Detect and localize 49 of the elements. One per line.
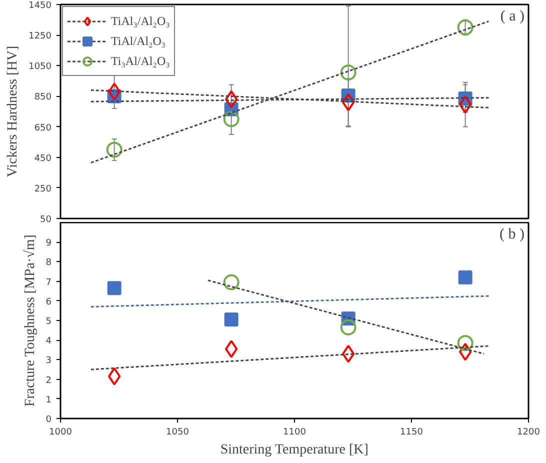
y-tick-label: 650 [34, 123, 52, 134]
x-tick-label: 1100 [283, 428, 306, 438]
point [108, 82, 121, 101]
annotation: ( b ) [500, 226, 525, 242]
point [457, 19, 474, 36]
x-tick-label: 1200 [517, 428, 540, 438]
point [223, 111, 240, 128]
y-tick-label: 2 [46, 376, 52, 386]
y-tick-label: 0 [46, 415, 52, 425]
point [108, 367, 121, 386]
point [340, 64, 356, 81]
point [224, 340, 238, 358]
point [224, 312, 238, 327]
y-tick-label: 850 [34, 92, 52, 103]
point [106, 142, 122, 158]
y-tick-label: 1450 [28, 1, 52, 11]
point [224, 90, 238, 108]
y-tick-label: 1050 [28, 62, 52, 72]
annotation: ( a ) [500, 8, 525, 24]
legend-label: TiAl₃/Al₂O₃ [111, 14, 170, 28]
legend-label: Ti₃Al/Al₂O₃ [111, 54, 170, 68]
legend-label: TiAl/Al₂O₃ [111, 34, 166, 48]
y-tick-label: 7 [46, 278, 52, 288]
point [223, 274, 240, 290]
point [458, 270, 472, 284]
y-axis-title: Vickers Hardness [HV] [6, 46, 21, 178]
y-tick-label: 1 [46, 395, 52, 406]
y-tick-label: 3 [46, 356, 52, 366]
y-tick-label: 450 [34, 154, 52, 164]
point [340, 319, 356, 336]
point [457, 335, 474, 352]
x-tick-label: 1000 [49, 428, 72, 438]
point [342, 93, 355, 112]
point [107, 281, 122, 296]
y-tick-label: 4 [46, 336, 52, 347]
y-tick-label: 50 [40, 215, 52, 225]
y-tick-label: 5 [46, 317, 52, 327]
point [458, 342, 472, 361]
y-tick-label: 6 [46, 297, 52, 308]
y-tick-label: 9 [46, 238, 52, 249]
y-tick-label: 1250 [28, 32, 52, 42]
point [342, 344, 355, 363]
y-tick-label: 8 [46, 258, 52, 268]
point [458, 96, 472, 114]
y-axis-title: Fracture Toughness [MPa·√m] [22, 234, 38, 407]
x-tick-label: 1150 [400, 428, 424, 438]
x-axis-title: Sintering Temperature [K] [220, 442, 368, 458]
x-tick-label: 1050 [166, 428, 190, 438]
y-tick-label: 250 [34, 184, 52, 194]
